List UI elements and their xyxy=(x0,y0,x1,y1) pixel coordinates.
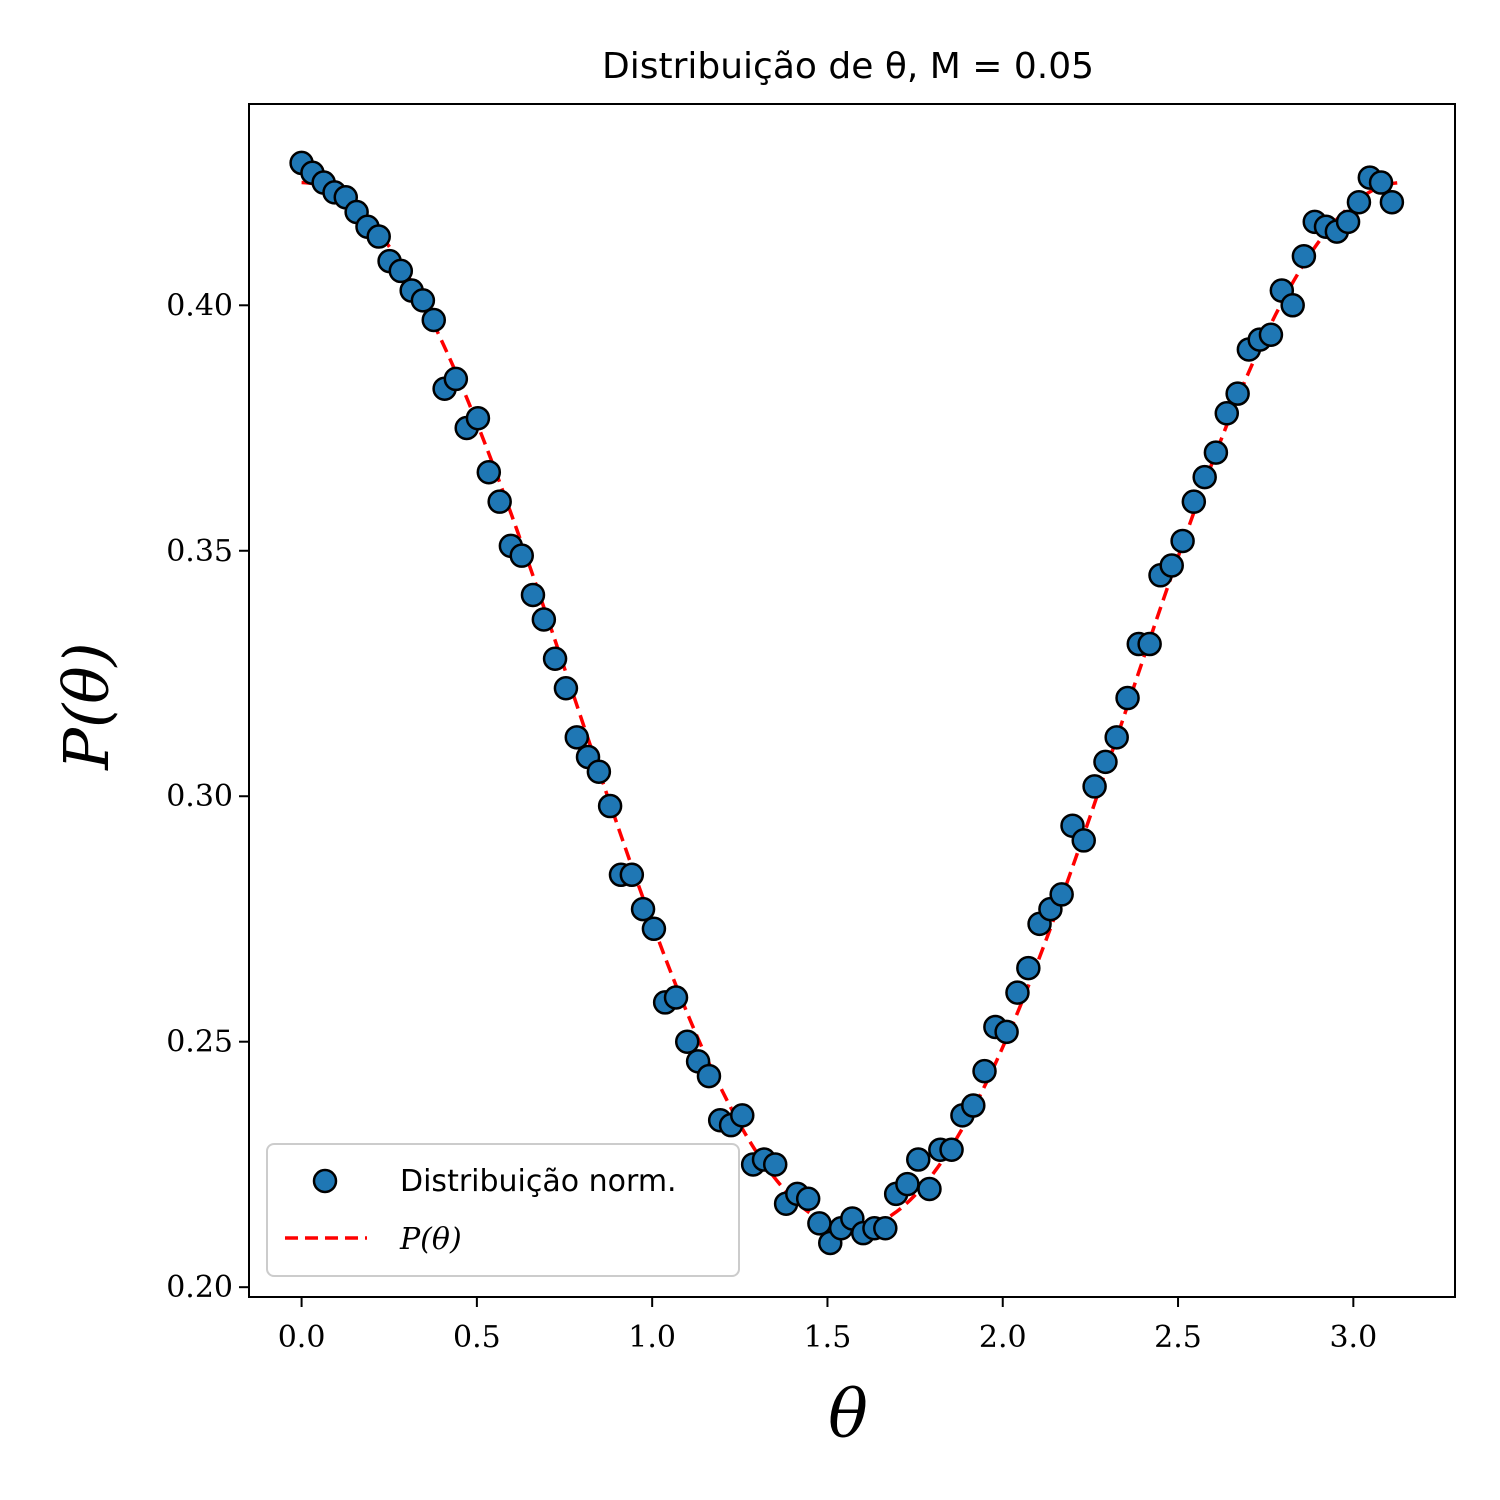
scatter-point xyxy=(366,224,391,249)
y-tick-label: 0.35 xyxy=(166,534,233,569)
scatter-point xyxy=(1214,401,1240,426)
scatter-point xyxy=(542,646,568,672)
y-tick-label: 0.30 xyxy=(166,779,233,814)
scatter-point xyxy=(476,459,502,485)
x-tick-label: 1.5 xyxy=(804,1320,852,1355)
scatter-point xyxy=(443,366,469,392)
y-axis-label: P(θ) xyxy=(50,642,123,770)
chart-title: Distribuição de θ, M = 0.05 xyxy=(602,46,1094,87)
scatter-point xyxy=(1104,725,1129,750)
legend-label-line: P(θ) xyxy=(399,1222,462,1257)
scatter-point xyxy=(939,1137,964,1162)
scatter-point xyxy=(1280,293,1305,318)
scatter-point xyxy=(597,793,623,819)
x-tick-label: 2.5 xyxy=(1154,1320,1202,1355)
scatter-point xyxy=(1335,209,1361,235)
scatter-point xyxy=(465,405,491,431)
scatter-point xyxy=(1291,243,1317,269)
scatter-point xyxy=(586,759,612,784)
scatter-point xyxy=(917,1176,942,1202)
x-tick-label: 2.0 xyxy=(979,1320,1027,1355)
scatter-point xyxy=(873,1216,898,1241)
scatter-point xyxy=(1137,631,1162,657)
scatter-point xyxy=(1071,828,1096,853)
scatter-point xyxy=(1368,170,1394,195)
legend-label-scatter: Distribuição norm. xyxy=(400,1164,677,1199)
scatter-point xyxy=(1082,774,1107,799)
plot-area xyxy=(249,104,1455,1297)
x-tick-label: 0.5 xyxy=(453,1320,501,1355)
y-tick-label: 0.20 xyxy=(166,1270,233,1305)
scatter-point xyxy=(1258,322,1284,347)
scatter-point xyxy=(807,1211,832,1236)
scatter-point xyxy=(1093,749,1118,775)
scatter-point xyxy=(410,288,436,313)
scatter-point xyxy=(1005,980,1030,1005)
scatter-point xyxy=(1203,440,1229,465)
scatter-point xyxy=(1379,189,1405,215)
scatter-point xyxy=(531,607,557,632)
scatter-point xyxy=(1225,381,1250,406)
scatter-point xyxy=(795,1186,821,1212)
legend: Distribuição norm. P(θ) xyxy=(266,1143,740,1277)
scatter-point xyxy=(509,543,534,568)
scatter-point xyxy=(421,307,447,333)
scatter-point xyxy=(641,916,667,942)
scatter-point xyxy=(553,675,579,701)
scatter-point xyxy=(696,1063,722,1089)
scatter-point xyxy=(1346,189,1372,215)
y-tick-label: 0.40 xyxy=(166,288,233,323)
scatter-point xyxy=(487,489,512,514)
scatter-point xyxy=(619,862,645,888)
x-axis: 0.0 0.5 1.0 1.5 2.0 2.5 3.0 xyxy=(278,1297,1377,1355)
scatter-point xyxy=(972,1058,997,1084)
fit-curve-line xyxy=(301,180,1400,1230)
scatter-point xyxy=(994,1019,1019,1045)
scatter-point xyxy=(1159,553,1184,578)
scatter-point xyxy=(674,1029,700,1054)
x-tick-label: 1.0 xyxy=(628,1320,676,1355)
x-tick-label: 3.0 xyxy=(1329,1320,1377,1355)
scatter-point xyxy=(630,896,656,922)
plot-frame xyxy=(248,103,1456,1298)
legend-box xyxy=(266,1143,740,1277)
legend-scatter-marker xyxy=(312,1168,338,1194)
scatter-point xyxy=(520,582,546,608)
y-axis: 0.20 0.25 0.30 0.35 0.40 xyxy=(166,288,249,1305)
scatter-point xyxy=(564,725,590,750)
scatter-point xyxy=(906,1147,931,1172)
scatter-point xyxy=(1115,685,1140,711)
scatter-point xyxy=(1192,464,1217,490)
scatter-point xyxy=(762,1152,788,1177)
scatter-point xyxy=(1016,955,1041,981)
x-tick-label: 0.0 xyxy=(278,1320,326,1355)
scatter-point xyxy=(663,985,689,1010)
scatter-point xyxy=(1170,528,1195,554)
scatter-point xyxy=(895,1171,920,1197)
scatter-point xyxy=(1181,489,1207,514)
scatter-point xyxy=(388,258,414,284)
y-tick-label: 0.25 xyxy=(166,1025,233,1060)
x-axis-label: θ xyxy=(828,1376,868,1453)
scatter-point xyxy=(961,1093,986,1118)
scatter-point xyxy=(1049,882,1074,907)
scatter-series xyxy=(289,150,1405,1256)
scatter-point xyxy=(730,1103,755,1128)
